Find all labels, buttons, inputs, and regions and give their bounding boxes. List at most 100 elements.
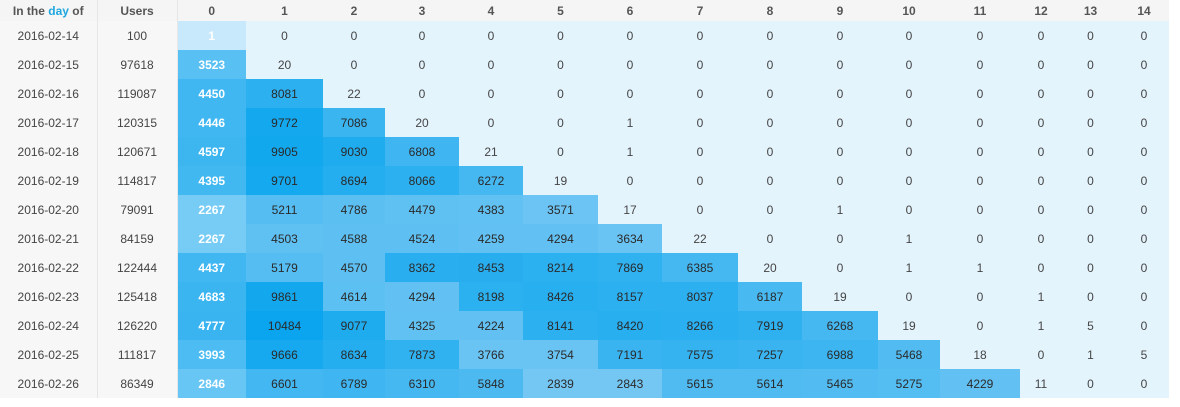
retention-cell-day-7: 8037 [662,282,738,311]
retention-cell-day-4: 0 [459,79,523,108]
cohort-date: 2016-02-23 [0,282,98,311]
retention-cell-day-4: 6272 [459,166,523,195]
retention-cell-day-4: 4383 [459,195,523,224]
retention-cell-day-11: 0 [940,50,1020,79]
cohort-date: 2016-02-17 [0,108,98,137]
retention-cell-day-12: 0 [1020,50,1062,79]
table-row[interactable]: 2016-02-17 120315 4446 9772 7086 20 0 0 1 0 0 0 0 0 0 0… [0,108,1169,137]
retention-cell-day-5: 0 [523,137,598,166]
retention-cell-day-4: 21 [459,137,523,166]
day-header-13: 13 [1062,0,1119,21]
retention-cell-day-11: 4229 [940,369,1020,398]
retention-cell-day-10: 0 [878,137,940,166]
retention-cell-day-11: 0 [940,79,1020,108]
retention-cell-day-14: 0 [1119,195,1169,224]
cohort-users: 122444 [97,253,178,282]
retention-cell-day-7: 6385 [662,253,738,282]
cohort-users: 119087 [97,79,178,108]
corner-header: In the day of [0,0,98,21]
retention-cell-day-13: 0 [1062,369,1119,398]
retention-cell-day-14: 0 [1119,224,1169,253]
retention-cell-day-13: 0 [1062,50,1119,79]
day-header-12: 12 [1020,0,1062,21]
retention-cell-day-0: 2267 [177,195,246,224]
retention-cell-day-1: 20 [246,50,323,79]
retention-cell-day-14: 0 [1119,50,1169,79]
retention-cell-day-9: 6988 [802,340,878,369]
table-row[interactable]: 2016-02-16 119087 4450 8081 22 0 0 0 0 0 0 0 0 0 0 0 0 [0,79,1169,108]
retention-cell-day-4: 0 [459,108,523,137]
retention-cell-day-2: 22 [323,79,385,108]
retention-cell-day-0: 3993 [177,340,246,369]
retention-cell-day-4: 0 [459,21,523,50]
table-row[interactable]: 2016-02-15 97618 3523 20 0 0 0 0 0 0 0 0 0 0 0 0 0 [0,50,1169,79]
retention-cell-day-1: 9666 [246,340,323,369]
table-row[interactable]: 2016-02-26 86349 2846 6601 6789 6310 5848 2839 2… [0,369,1169,398]
retention-cell-day-11: 18 [940,340,1020,369]
day-header-8: 8 [738,0,802,21]
table-row[interactable]: 2016-02-25 111817 3993 9666 8634 7873 3766 3754… [0,340,1169,369]
retention-cell-day-6: 17 [598,195,662,224]
cohort-date: 2016-02-14 [0,21,98,50]
table-row[interactable]: 2016-02-22 122444 4437 5179 4570 8362 8453 8214… [0,253,1169,282]
cohort-date: 2016-02-22 [0,253,98,282]
table-row[interactable]: 2016-02-18 120671 4597 9905 9030 6808 21 0 1 0 0 0 0… [0,137,1169,166]
retention-cell-day-5: 3571 [523,195,598,224]
day-header-14: 14 [1119,0,1169,21]
table-row[interactable]: 2016-02-21 84159 2267 4503 4588 4524 4259 4294 3… [0,224,1169,253]
table-row[interactable]: 2016-02-23 125418 4683 9861 4614 4294 8198 8426… [0,282,1169,311]
retention-cell-day-8: 0 [738,166,802,195]
retention-cell-day-9: 0 [802,166,878,195]
retention-cell-day-14: 0 [1119,108,1169,137]
retention-cell-day-12: 0 [1020,340,1062,369]
retention-cell-day-3: 7873 [385,340,459,369]
retention-cell-day-3: 0 [385,50,459,79]
retention-cell-day-14: 0 [1119,369,1169,398]
retention-cell-day-2: 9077 [323,311,385,340]
retention-cell-day-3: 4294 [385,282,459,311]
period-selector[interactable]: day [48,3,69,18]
retention-cell-day-9: 0 [802,137,878,166]
retention-cell-day-13: 1 [1062,340,1119,369]
cohort-users: 100 [97,21,178,50]
retention-cell-day-10: 1 [878,224,940,253]
table-row[interactable]: 2016-02-14 100 1 0 0 0 0 0 0 0 0 0 0 0 0 0 0 [0,21,1169,50]
cohort-date: 2016-02-24 [0,311,98,340]
retention-cell-day-14: 5 [1119,340,1169,369]
retention-cell-day-7: 0 [662,79,738,108]
retention-cell-day-14: 0 [1119,166,1169,195]
retention-cell-day-2: 4570 [323,253,385,282]
retention-cell-day-6: 8157 [598,282,662,311]
retention-cell-day-7: 0 [662,137,738,166]
retention-cell-day-7: 0 [662,195,738,224]
retention-cell-day-2: 4588 [323,224,385,253]
retention-cell-day-7: 0 [662,21,738,50]
retention-cell-day-12: 0 [1020,79,1062,108]
retention-cell-day-12: 0 [1020,137,1062,166]
table-row[interactable]: 2016-02-20 79091 2267 5211 4786 4479 4383 3571 1… [0,195,1169,224]
retention-cell-day-2: 8694 [323,166,385,195]
cohort-date: 2016-02-16 [0,79,98,108]
retention-cell-day-0: 3523 [177,50,246,79]
retention-cell-day-5: 2839 [523,369,598,398]
retention-cell-day-6: 0 [598,79,662,108]
retention-cell-day-5: 0 [523,79,598,108]
table-row[interactable]: 2016-02-24 126220 4777 10484 9077 4325 4224 814… [0,311,1169,340]
retention-cell-day-8: 20 [738,253,802,282]
retention-cell-day-12: 0 [1020,166,1062,195]
cohort-users: 97618 [97,50,178,79]
retention-cell-day-12: 1 [1020,282,1062,311]
retention-cell-day-2: 4614 [323,282,385,311]
cohort-users: 79091 [97,195,178,224]
retention-cell-day-2: 4786 [323,195,385,224]
table-row[interactable]: 2016-02-19 114817 4395 9701 8694 8066 6272 19 0 0… [0,166,1169,195]
retention-cell-day-12: 1 [1020,311,1062,340]
retention-cell-day-10: 0 [878,195,940,224]
retention-cell-day-13: 0 [1062,224,1119,253]
retention-cell-day-4: 3766 [459,340,523,369]
retention-cell-day-6: 7191 [598,340,662,369]
retention-cell-day-12: 0 [1020,21,1062,50]
retention-cell-day-6: 8420 [598,311,662,340]
retention-cell-day-7: 7575 [662,340,738,369]
retention-cell-day-4: 5848 [459,369,523,398]
